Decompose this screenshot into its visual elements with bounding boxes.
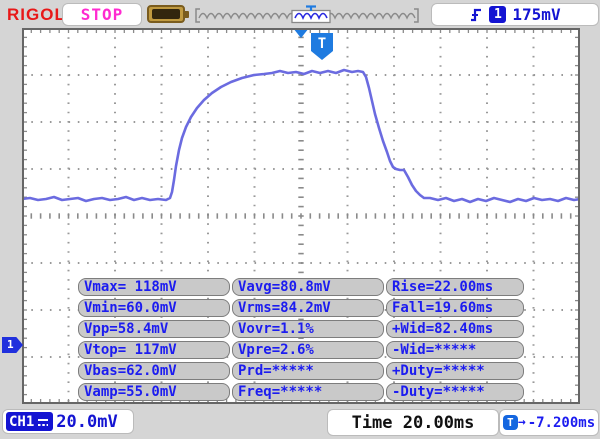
horizontal-position-indicator[interactable] bbox=[192, 5, 422, 24]
measurement-cell: Vmin=60.0mV bbox=[78, 299, 230, 317]
measurement-cell: Vavg=80.8mV bbox=[232, 278, 384, 296]
trigger-offset-value: -7.200ms bbox=[527, 414, 596, 431]
svg-text:T: T bbox=[318, 36, 326, 52]
trigger-info-box[interactable]: 1 175mV bbox=[431, 3, 599, 26]
measurement-cell: Vtop= 117mV bbox=[78, 341, 230, 359]
measurement-cell: +Wid=82.40ms bbox=[386, 320, 524, 338]
measurement-panel: Vmax= 118mV Vavg=80.8mV Rise=22.00ms Vmin=6… bbox=[78, 278, 524, 401]
trigger-level-value: 175mV bbox=[512, 5, 561, 24]
trigger-offset-arrow-icon: → bbox=[517, 415, 526, 430]
channel1-badge: CH1 bbox=[6, 412, 54, 431]
trigger-source-badge: 1 bbox=[489, 6, 507, 23]
trigger-offset-t-icon: T bbox=[502, 415, 518, 430]
timebase-value: Time 20.00ms bbox=[351, 412, 475, 433]
dc-coupling-icon bbox=[38, 418, 49, 426]
measurement-cell: Vrms=84.2mV bbox=[232, 299, 384, 317]
run-state-label: STOP bbox=[80, 5, 124, 24]
measurement-cell: Prd=***** bbox=[232, 362, 384, 380]
measurement-cell: Vamp=55.0mV bbox=[78, 383, 230, 401]
measurement-cell: Vpre=2.6% bbox=[232, 341, 384, 359]
battery-nub bbox=[184, 11, 189, 18]
trigger-offset-status[interactable]: T → -7.200ms bbox=[499, 409, 599, 436]
channel1-scale-value: 20.0mV bbox=[56, 411, 118, 432]
measurement-cell: Vovr=1.1% bbox=[232, 320, 384, 338]
measurement-cell: Freq=***** bbox=[232, 383, 384, 401]
measurement-cell: Vmax= 118mV bbox=[78, 278, 230, 296]
measurement-cell: +Duty=***** bbox=[386, 362, 524, 380]
run-state-indicator[interactable]: STOP bbox=[62, 3, 142, 26]
channel1-status[interactable]: CH1 20.0mV bbox=[2, 409, 134, 434]
measurement-cell: Vbas=62.0mV bbox=[78, 362, 230, 380]
battery-icon bbox=[147, 5, 189, 23]
timebase-status[interactable]: Time 20.00ms bbox=[327, 409, 499, 436]
measurement-cell: Rise=22.00ms bbox=[386, 278, 524, 296]
brand-logo: RIGOL bbox=[7, 5, 66, 24]
channel1-label: CH1 bbox=[9, 413, 35, 430]
measurement-cell: Fall=19.60ms bbox=[386, 299, 524, 317]
measurement-cell: -Duty=***** bbox=[386, 383, 524, 401]
battery-cell bbox=[152, 9, 180, 19]
measurement-cell: -Wid=***** bbox=[386, 341, 524, 359]
rising-edge-trigger-icon bbox=[471, 8, 482, 22]
channel1-position-marker[interactable]: 1 bbox=[2, 337, 23, 353]
measurement-cell: Vpp=58.4mV bbox=[78, 320, 230, 338]
